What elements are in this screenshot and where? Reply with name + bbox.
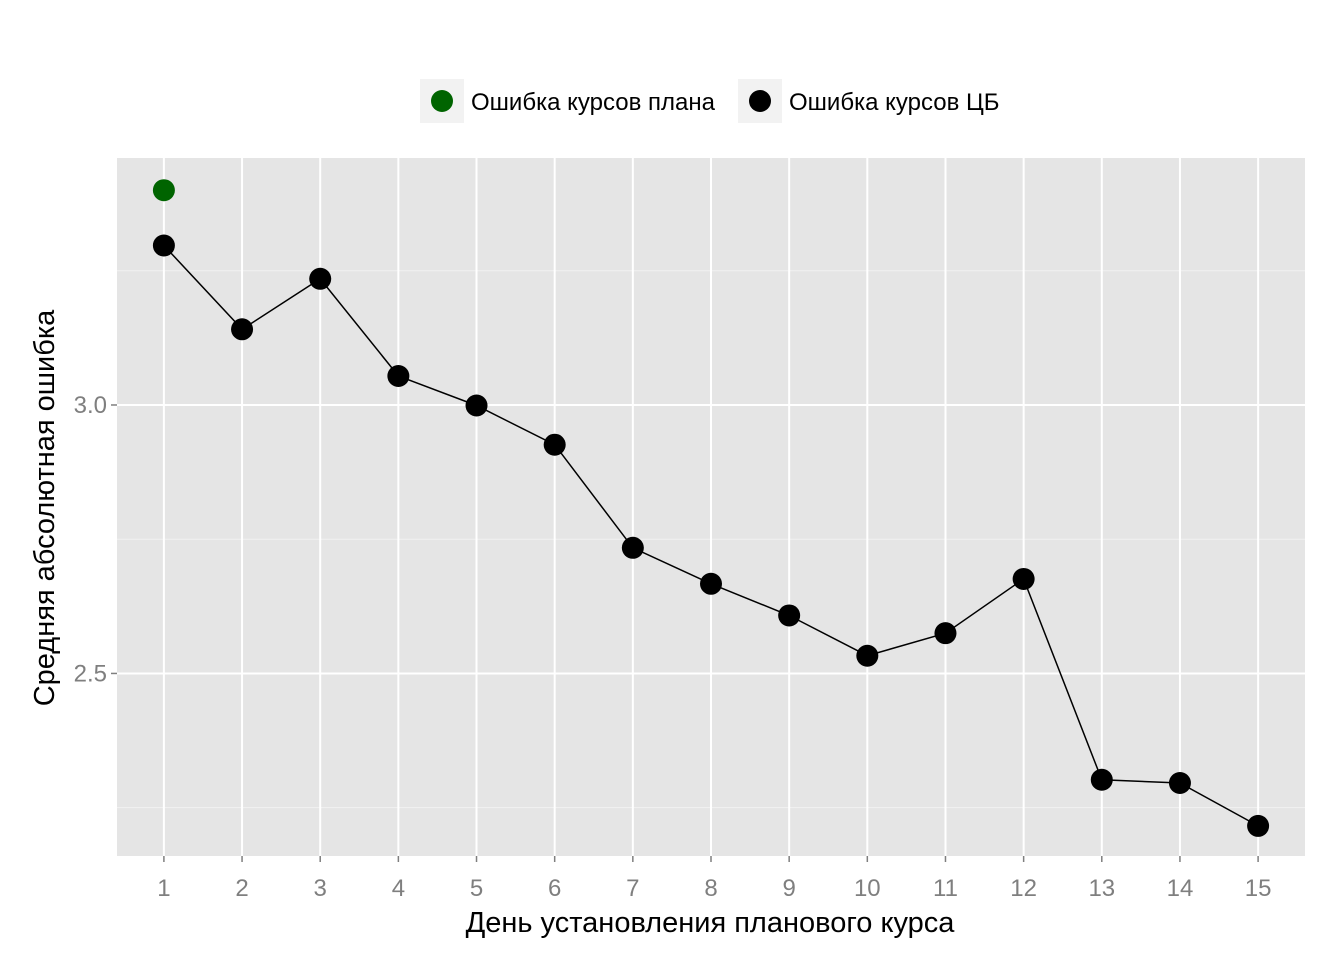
x-tick-label: 11: [933, 875, 958, 902]
legend-marker: [749, 90, 771, 112]
x-tick-label: 15: [1245, 875, 1272, 902]
x-tick-label: 13: [1088, 875, 1115, 902]
x-tick-label: 6: [548, 875, 561, 902]
x-tick-label: 12: [1010, 875, 1037, 902]
x-tick-label: 8: [704, 875, 717, 902]
x-tick-label: 3: [314, 875, 327, 902]
x-axis-ticks: 1 2 3 4 5 6 7 8 9 10 11 12 13 14 15: [157, 856, 1271, 902]
x-tick-label: 2: [235, 875, 248, 902]
x-tick-label: 10: [854, 875, 881, 902]
legend-label: Ошибка курсов ЦБ: [789, 89, 1000, 116]
legend: Ошибка курсов плана Ошибка курсов ЦБ: [420, 79, 1000, 123]
data-point: [1090, 768, 1113, 791]
x-axis-title: День установления планового курса: [466, 907, 956, 939]
data-point: [543, 433, 566, 456]
data-point: [387, 364, 410, 387]
data-point: [856, 644, 879, 667]
x-tick-label: 9: [782, 875, 795, 902]
data-point: [1168, 771, 1191, 794]
y-axis-title: Средняя абсолютная ошибка: [29, 309, 61, 706]
y-axis-ticks: 2.5 3.0: [74, 392, 117, 687]
data-point: [700, 572, 722, 595]
x-tick-label: 1: [157, 875, 170, 902]
data-point: [1247, 814, 1270, 837]
data-point: [465, 394, 488, 417]
series-points: [152, 179, 1270, 837]
data-point: [309, 267, 332, 290]
x-tick-label: 7: [626, 875, 639, 902]
legend-label: Ошибка курсов плана: [471, 89, 716, 116]
legend-marker: [431, 90, 453, 112]
data-point: [621, 536, 644, 559]
x-tick-label: 14: [1167, 875, 1194, 902]
y-tick-label: 2.5: [74, 660, 107, 687]
data-point: [231, 318, 254, 341]
data-point: [778, 604, 801, 627]
data-point: [934, 622, 957, 645]
data-point: [1012, 567, 1035, 590]
data-point: [152, 234, 175, 257]
data-point: [152, 179, 175, 202]
x-tick-label: 5: [470, 875, 483, 902]
y-tick-label: 3.0: [74, 392, 107, 419]
x-tick-label: 4: [392, 875, 405, 902]
